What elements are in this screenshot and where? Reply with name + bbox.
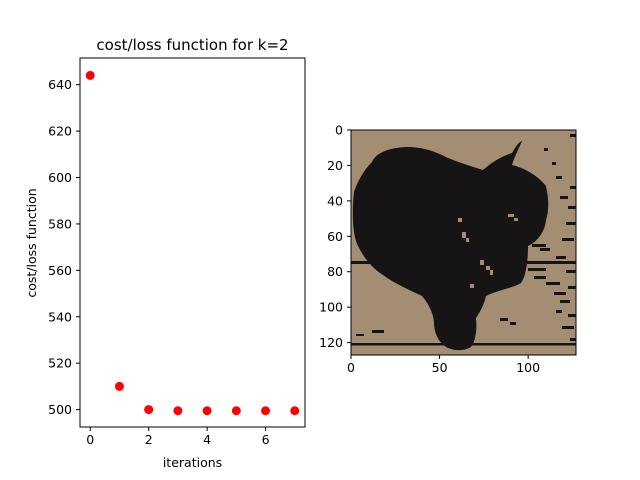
scatter-x-tick-label: 2 (145, 432, 153, 447)
scatter-axes-frame (79, 57, 306, 428)
scatter-point (173, 406, 183, 416)
image-y-tick-label: 120 (319, 335, 343, 350)
image-x-tick-label: 50 (432, 360, 448, 375)
scatter-point (261, 406, 271, 416)
image-x-tick-label: 100 (516, 360, 540, 375)
scatter-x-axis-label: iterations (163, 455, 222, 470)
cost-scatter-plot: cost/loss function for k=2 0 2 4 6 500 520 54… (24, 36, 306, 470)
scatter-point (114, 381, 124, 391)
scatter-x-tick-label: 0 (86, 432, 94, 447)
scatter-points (85, 70, 300, 416)
scatter-y-tick-label: 500 (48, 402, 72, 417)
image-y-ticks: 0 20 40 60 80 100 120 (319, 123, 351, 350)
scatter-y-tick-label: 640 (48, 77, 72, 92)
scatter-y-ticks: 500 520 540 560 580 600 620 640 (48, 77, 80, 417)
scatter-x-ticks: 0 2 4 6 (86, 427, 270, 447)
scatter-title: cost/loss function for k=2 (96, 36, 288, 54)
scatter-point (202, 406, 212, 416)
scatter-y-tick-label: 560 (48, 263, 72, 278)
scatter-point (144, 405, 154, 415)
scatter-x-tick-label: 6 (262, 432, 270, 447)
image-dark-line-upper (351, 261, 576, 264)
clustered-image-plot: 0 50 100 0 20 40 60 80 100 120 (319, 123, 577, 375)
scatter-point (231, 406, 241, 416)
image-dark-line-lower (351, 343, 576, 346)
image-y-tick-label: 100 (319, 300, 343, 315)
image-dark-cluster-silhouette (352, 141, 549, 351)
scatter-y-tick-label: 600 (48, 170, 72, 185)
scatter-x-tick-label: 4 (203, 432, 211, 447)
clustered-image (351, 130, 576, 355)
image-light-features (458, 214, 518, 288)
scatter-point (85, 70, 95, 80)
scatter-y-tick-label: 580 (48, 216, 72, 231)
scatter-point (290, 406, 300, 416)
image-y-tick-label: 80 (327, 264, 343, 279)
image-x-ticks: 0 50 100 (347, 355, 540, 375)
scatter-y-tick-label: 620 (48, 124, 72, 139)
image-axes-frame (350, 129, 577, 356)
scatter-y-tick-label: 520 (48, 356, 72, 371)
image-y-tick-label: 40 (327, 193, 343, 208)
image-dark-speckles (356, 134, 576, 341)
scatter-y-axis-label: cost/loss function (24, 188, 39, 297)
image-y-tick-label: 20 (327, 158, 343, 173)
image-x-tick-label: 0 (347, 360, 355, 375)
image-y-tick-label: 0 (335, 123, 343, 138)
image-y-tick-label: 60 (327, 229, 343, 244)
scatter-y-tick-label: 540 (48, 309, 72, 324)
